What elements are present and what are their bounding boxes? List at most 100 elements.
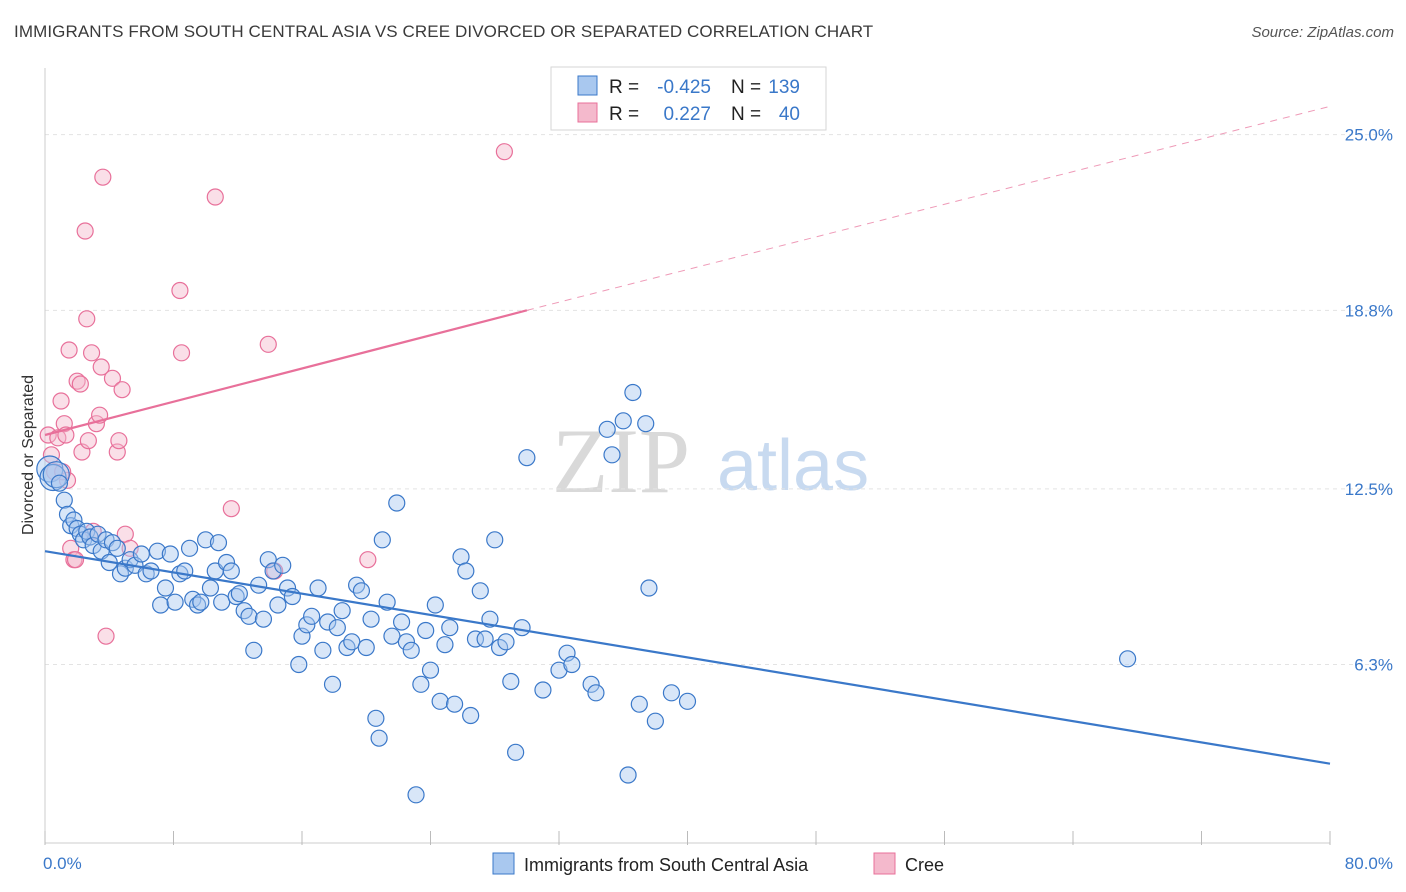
south-central-asia-point: [156, 579, 175, 597]
south-central-asia-point: [137, 565, 155, 583]
south-central-asia-point: [55, 491, 73, 509]
trend-lines: [44, 105, 1331, 765]
south-central-asia-point: [132, 545, 150, 563]
south-central-asia-point: [497, 633, 515, 651]
south-central-asia-point: [227, 587, 245, 606]
south-central-asia-point: [240, 607, 258, 625]
cree-point: [52, 392, 70, 410]
south-central-asia-point: [166, 593, 184, 611]
south-central-asia-point: [254, 610, 273, 628]
cree-point: [68, 372, 86, 390]
cree-point: [495, 143, 513, 161]
south-central-asia-point: [507, 743, 525, 761]
south-central-asia-point: [630, 695, 648, 713]
series-label-blue: Immigrants from South Central Asia: [524, 855, 809, 875]
south-central-asia-point: [152, 596, 170, 614]
legend-n-value-1: 139: [768, 77, 800, 98]
south-central-asia-point: [357, 638, 375, 657]
cree-point: [71, 375, 89, 393]
south-central-asia-point: [388, 494, 406, 512]
south-central-asia-point: [314, 641, 332, 659]
legend-n-value-2: 40: [779, 104, 800, 125]
south-central-asia-point: [445, 695, 464, 713]
watermark-zip: ZIP: [552, 410, 690, 512]
axes: [44, 68, 1331, 845]
south-central-asia-point: [269, 596, 287, 614]
south-central-asia-point: [502, 672, 520, 691]
correlation-legend: R = -0.425 N = 139 R = 0.227 N = 40: [550, 66, 827, 131]
south-central-asia-point: [392, 613, 411, 631]
chart-title: IMMIGRANTS FROM SOUTH CENTRAL ASIA VS CR…: [14, 22, 874, 41]
cree-point: [92, 358, 110, 376]
legend-swatch-blue: [577, 75, 598, 96]
legend-r-label-2: R =: [609, 104, 639, 125]
south-central-asia-point: [518, 449, 536, 467]
cree-point: [82, 344, 101, 362]
south-central-asia-point: [328, 619, 346, 637]
south-central-asia-point: [471, 582, 489, 600]
cree-point: [78, 310, 96, 328]
south-central-asia-point: [209, 534, 228, 552]
south-central-asia-point: [624, 383, 642, 402]
south-central-asia-point: [197, 531, 215, 549]
cree-point: [172, 344, 191, 362]
cree-point: [110, 432, 128, 450]
cree-point: [97, 627, 115, 645]
south-central-asia-point: [290, 655, 308, 674]
cree-point: [259, 335, 277, 353]
south-central-asia-point: [343, 633, 361, 651]
south-central-asia-point: [662, 684, 681, 702]
watermark-atlas: atlas: [717, 426, 869, 506]
south-central-asia-point: [426, 596, 444, 614]
south-central-asia-point: [563, 655, 581, 674]
south-central-asia-points: [36, 383, 1137, 804]
south-central-asia-point: [370, 729, 388, 747]
south-central-asia-point: [421, 661, 440, 679]
south-central-asia-point: [264, 562, 282, 580]
cree-point: [222, 500, 240, 518]
cree-point: [103, 369, 122, 387]
south-central-asia-point: [298, 616, 316, 634]
south-central-asia-point: [148, 542, 167, 560]
south-central-asia-point: [534, 681, 552, 699]
cree-point: [171, 281, 189, 300]
south-central-asia-point: [230, 585, 248, 603]
south-central-asia-point: [352, 582, 371, 600]
legend-n-label-1: N =: [731, 77, 761, 98]
south-central-asia-point: [222, 562, 240, 580]
tick-labels: 6.3% 12.5% 18.8% 25.0% 0.0% 80.0%: [43, 126, 1393, 873]
cree-point: [94, 168, 112, 186]
south-central-asia-point: [180, 539, 199, 557]
y-tick-label: 6.3%: [1354, 656, 1393, 675]
cree-point: [66, 551, 85, 569]
south-central-asia-point: [383, 627, 401, 645]
south-central-asia-point: [637, 415, 655, 433]
grid-lines: [45, 134, 1392, 665]
south-central-asia-point: [1119, 650, 1137, 668]
south-central-asia-point: [619, 766, 637, 784]
south-central-asia-point: [598, 420, 616, 438]
south-central-asia-point: [417, 621, 435, 640]
legend-swatch-pink: [577, 102, 598, 123]
cree-point: [113, 381, 131, 399]
south-central-asia-point: [678, 692, 697, 710]
south-central-asia-point: [431, 692, 449, 710]
south-central-asia-point: [323, 675, 342, 693]
south-central-asia-point: [513, 619, 531, 637]
south-central-asia-point: [476, 630, 494, 648]
south-central-asia-point: [397, 633, 416, 651]
south-central-asia-point: [50, 474, 69, 492]
cree-point: [359, 551, 377, 569]
south-central-asia-point: [161, 545, 179, 563]
series-swatch-pink: [873, 852, 896, 875]
south-central-asia-point: [582, 675, 600, 693]
south-central-asia-point: [245, 641, 263, 659]
south-central-asia-point: [646, 712, 664, 730]
series-label-pink: Cree: [905, 855, 944, 875]
pink-trend-extension: [526, 105, 1331, 311]
south-central-asia-point: [373, 531, 391, 549]
south-central-asia-point: [367, 709, 385, 727]
south-central-asia-point: [201, 579, 220, 597]
legend-r-label-1: R =: [609, 77, 639, 98]
south-central-asia-point: [274, 556, 292, 574]
